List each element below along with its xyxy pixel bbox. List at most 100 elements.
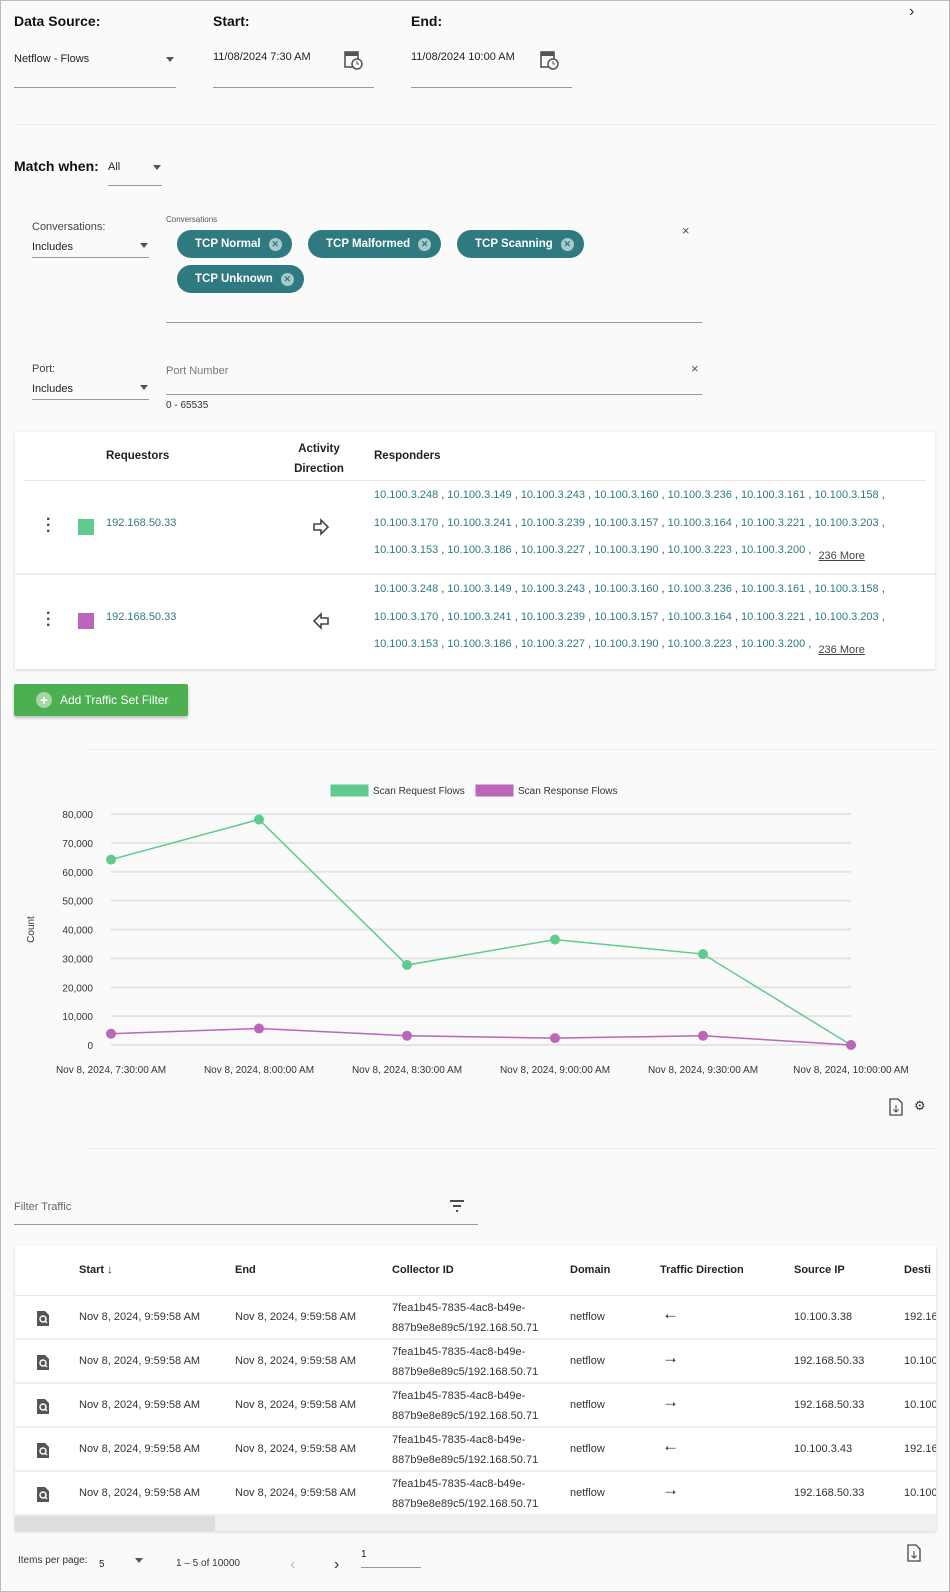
start-date-field[interactable]: 11/08/2024 7:30 AM bbox=[213, 49, 374, 88]
chip-tcp-malformed[interactable]: TCP Malformed ✕ bbox=[308, 230, 442, 258]
responder-ip[interactable]: 10.100.3.200 bbox=[741, 544, 806, 556]
responder-ip[interactable]: 10.100.3.160 bbox=[594, 489, 659, 501]
responder-ip[interactable]: 10.100.3.200 bbox=[741, 638, 806, 650]
column-header[interactable]: Source IP bbox=[794, 1264, 845, 1276]
responder-ip[interactable]: 10.100.3.164 bbox=[667, 516, 732, 529]
horizontal-scrollbar[interactable] bbox=[15, 1516, 936, 1531]
data-source-select[interactable]: Netflow - Flows bbox=[14, 49, 176, 88]
data-point[interactable] bbox=[254, 1023, 264, 1034]
responder-ip[interactable]: 10.100.3.236 bbox=[667, 489, 732, 501]
responder-ip[interactable]: 10.100.3.158 bbox=[814, 489, 879, 501]
conversations-mode-select[interactable]: Includes bbox=[32, 237, 149, 258]
responder-ip[interactable]: 10.100.3.164 bbox=[667, 610, 732, 623]
remove-chip-icon[interactable]: ✕ bbox=[280, 272, 294, 286]
inspect-document-icon[interactable] bbox=[36, 1354, 50, 1371]
responder-ip[interactable]: 10.100.3.227 bbox=[520, 638, 586, 650]
chip-tcp-unknown[interactable]: TCP Unknown ✕ bbox=[177, 265, 304, 293]
data-point[interactable] bbox=[698, 1030, 708, 1041]
inspect-document-icon[interactable] bbox=[36, 1310, 50, 1327]
responder-ip[interactable]: 10.100.3.223 bbox=[667, 638, 732, 650]
table-row[interactable]: Nov 8, 2024, 9:59:58 AM Nov 8, 2024, 9:5… bbox=[15, 1340, 936, 1384]
legend-label[interactable]: Scan Response Flows bbox=[518, 786, 618, 797]
responder-ip[interactable]: 10.100.3.149 bbox=[447, 489, 512, 501]
filter-icon[interactable] bbox=[449, 1199, 465, 1213]
remove-chip-icon[interactable]: ✕ bbox=[268, 237, 282, 251]
responder-ip[interactable]: 10.100.3.223 bbox=[667, 544, 732, 556]
chip-tcp-scanning[interactable]: TCP Scanning ✕ bbox=[457, 230, 584, 258]
table-row[interactable]: Nov 8, 2024, 9:59:58 AM Nov 8, 2024, 9:5… bbox=[15, 1296, 936, 1340]
filter-traffic-input[interactable]: Filter Traffic bbox=[14, 1197, 478, 1225]
remove-chip-icon[interactable]: ✕ bbox=[418, 237, 432, 251]
responder-ip[interactable]: 10.100.3.158 bbox=[814, 583, 879, 595]
responder-ip[interactable]: 10.100.3.241 bbox=[447, 516, 512, 529]
column-header[interactable]: Collector ID bbox=[392, 1264, 454, 1276]
column-header[interactable]: Start ↓ bbox=[79, 1264, 113, 1276]
responder-ip[interactable]: 10.100.3.243 bbox=[520, 489, 586, 501]
legend-label[interactable]: Scan Request Flows bbox=[373, 786, 465, 797]
add-traffic-set-filter-button[interactable]: + Add Traffic Set Filter bbox=[14, 684, 188, 716]
data-point[interactable] bbox=[550, 934, 560, 945]
page-number-input[interactable]: 1 bbox=[361, 1544, 421, 1568]
data-point[interactable] bbox=[402, 960, 412, 971]
responder-ip[interactable]: 10.100.3.239 bbox=[520, 610, 586, 623]
chart-settings-gear-icon[interactable]: ⚙ bbox=[914, 1098, 926, 1113]
responder-ip[interactable]: 10.100.3.149 bbox=[447, 583, 512, 595]
remove-chip-icon[interactable]: ✕ bbox=[560, 237, 574, 251]
column-header[interactable]: Desti bbox=[904, 1264, 931, 1276]
row-menu-kebab-icon[interactable]: · · · bbox=[46, 605, 52, 634]
data-point[interactable] bbox=[106, 854, 116, 865]
calendar-clock-icon[interactable] bbox=[539, 49, 559, 71]
data-point[interactable] bbox=[402, 1030, 412, 1041]
table-row[interactable]: Nov 8, 2024, 9:59:58 AM Nov 8, 2024, 9:5… bbox=[15, 1384, 936, 1428]
export-table-icon[interactable] bbox=[907, 1544, 921, 1562]
responder-ip[interactable]: 10.100.3.160 bbox=[594, 583, 659, 595]
responder-ip[interactable]: 10.100.3.227 bbox=[520, 544, 586, 556]
responder-ip[interactable]: 10.100.3.153 bbox=[374, 544, 439, 556]
responder-ip[interactable]: 10.100.3.170 bbox=[374, 610, 439, 623]
port-mode-select[interactable]: Includes bbox=[32, 379, 149, 400]
responder-ip[interactable]: 10.100.3.203 bbox=[814, 610, 879, 623]
responder-ip[interactable]: 10.100.3.241 bbox=[447, 610, 512, 623]
column-header[interactable]: Domain bbox=[570, 1264, 610, 1276]
end-date-field[interactable]: 11/08/2024 10:00 AM bbox=[411, 49, 572, 88]
port-number-input[interactable]: Port Number × bbox=[166, 361, 702, 395]
responder-ip[interactable]: 10.100.3.190 bbox=[594, 544, 659, 556]
responder-ip[interactable]: 10.100.3.186 bbox=[447, 638, 512, 650]
table-row[interactable]: Nov 8, 2024, 9:59:58 AM Nov 8, 2024, 9:5… bbox=[15, 1472, 936, 1516]
collapse-chevron-icon[interactable]: › bbox=[909, 3, 915, 20]
data-point[interactable] bbox=[106, 1028, 116, 1039]
export-file-icon[interactable] bbox=[889, 1098, 903, 1116]
sort-down-arrow-icon[interactable]: ↓ bbox=[107, 1264, 113, 1276]
responder-ip[interactable]: 10.100.3.243 bbox=[520, 583, 586, 595]
clear-port-icon[interactable]: × bbox=[691, 361, 699, 376]
responder-ip[interactable]: 10.100.3.248 bbox=[374, 489, 439, 501]
data-point[interactable] bbox=[698, 949, 708, 960]
legend-swatch[interactable] bbox=[330, 784, 369, 797]
responder-ip[interactable]: 10.100.3.186 bbox=[447, 544, 512, 556]
responder-ip[interactable]: 10.100.3.153 bbox=[374, 638, 439, 650]
responder-ip[interactable]: 10.100.3.221 bbox=[741, 516, 806, 529]
responder-ip[interactable]: 10.100.3.157 bbox=[594, 516, 659, 529]
conversations-input[interactable] bbox=[166, 301, 702, 323]
items-per-page-select[interactable]: 5 bbox=[99, 1554, 145, 1570]
responder-ip[interactable]: 10.100.3.161 bbox=[741, 583, 806, 595]
previous-page-button[interactable]: ‹ bbox=[290, 1556, 296, 1573]
responder-ip[interactable]: 10.100.3.170 bbox=[374, 516, 439, 529]
more-responders-link[interactable]: 236 More bbox=[818, 550, 865, 562]
responder-ip[interactable]: 10.100.3.157 bbox=[594, 610, 659, 623]
column-header[interactable]: End bbox=[235, 1264, 256, 1276]
more-responders-link[interactable]: 236 More bbox=[818, 644, 865, 656]
inspect-document-icon[interactable] bbox=[36, 1398, 50, 1415]
requestor-ip[interactable]: 192.168.50.33 bbox=[106, 611, 177, 623]
next-page-button[interactable]: › bbox=[334, 1556, 340, 1573]
scrollbar-thumb[interactable] bbox=[15, 1516, 215, 1531]
inspect-document-icon[interactable] bbox=[36, 1486, 50, 1503]
clear-conversations-icon[interactable]: × bbox=[682, 223, 690, 238]
data-point[interactable] bbox=[254, 814, 264, 825]
responder-ip[interactable]: 10.100.3.190 bbox=[594, 638, 659, 650]
chip-tcp-normal[interactable]: TCP Normal ✕ bbox=[177, 230, 292, 258]
responder-ip[interactable]: 10.100.3.248 bbox=[374, 583, 439, 595]
calendar-clock-icon[interactable] bbox=[343, 49, 363, 71]
match-when-select[interactable]: All bbox=[108, 157, 162, 186]
data-point[interactable] bbox=[550, 1033, 560, 1044]
